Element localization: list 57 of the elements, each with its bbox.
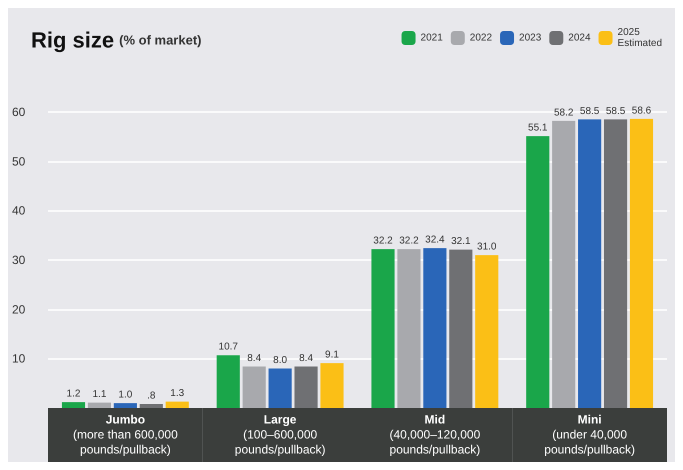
data-label: 9.1 (325, 350, 340, 361)
data-label: 32.1 (451, 236, 471, 248)
data-label: 10.7 (218, 342, 238, 353)
data-label: 32.2 (399, 236, 420, 247)
bar (166, 402, 189, 408)
bar (294, 366, 318, 408)
x-tick-label: Jumbo (more than 600,000 pounds/pullback) (73, 412, 178, 456)
data-label: 1.3 (170, 388, 185, 400)
y-tick-label: 40 (12, 204, 26, 218)
data-label: 1.1 (92, 389, 107, 400)
data-label: 8.4 (247, 353, 262, 364)
bar (216, 355, 240, 408)
bar (242, 366, 266, 408)
data-label: 55.1 (528, 122, 548, 134)
legend-label: 2021 (420, 32, 444, 44)
data-label: 58.6 (632, 105, 652, 116)
bar (114, 403, 137, 408)
data-label: 1.0 (118, 390, 133, 401)
bar (268, 368, 292, 408)
y-tick-label: 20 (12, 302, 26, 316)
data-label: 8.4 (299, 353, 314, 364)
data-label: 58.5 (606, 106, 626, 117)
legend-label: 2022 (470, 32, 492, 44)
data-label: 31.0 (477, 242, 497, 253)
bar (140, 404, 163, 408)
data-label: 58.2 (554, 107, 574, 118)
bar (475, 255, 498, 408)
data-label: 1.2 (66, 388, 81, 400)
legend-label: 2025 Estimated (618, 27, 662, 49)
x-tick-label: Mini (under 40,000 pounds/pullback) (544, 412, 635, 456)
bar (62, 402, 86, 408)
data-label: 58.5 (580, 106, 600, 117)
x-tick-label: Mid (40,000–120,000 pounds/pullback) (390, 412, 481, 456)
y-tick-label: 30 (12, 253, 26, 267)
data-label: 32.2 (373, 236, 394, 247)
bar (397, 249, 421, 408)
bar (320, 363, 344, 408)
bar (371, 249, 395, 408)
legend-label: 2023 (519, 32, 542, 44)
data-label: .8 (147, 390, 156, 402)
bar (423, 248, 446, 408)
y-tick-label: 60 (12, 105, 26, 119)
legend-label: 2024 (568, 32, 591, 44)
data-label: 8.0 (273, 355, 288, 366)
data-label: 32.4 (425, 234, 446, 246)
bar (449, 250, 472, 408)
y-tick-label: 50 (12, 154, 26, 168)
bar (578, 119, 602, 408)
bar (552, 120, 576, 408)
y-tick-label: 10 (12, 352, 26, 366)
bar (526, 136, 550, 408)
bar (88, 402, 112, 408)
bar (604, 119, 628, 408)
chart-subtitle: (% of market) (119, 32, 202, 48)
bar (630, 118, 654, 408)
chart-title: Rig size (31, 28, 114, 52)
x-tick-label: Large (100–600,000 pounds/pullback) (234, 412, 326, 456)
